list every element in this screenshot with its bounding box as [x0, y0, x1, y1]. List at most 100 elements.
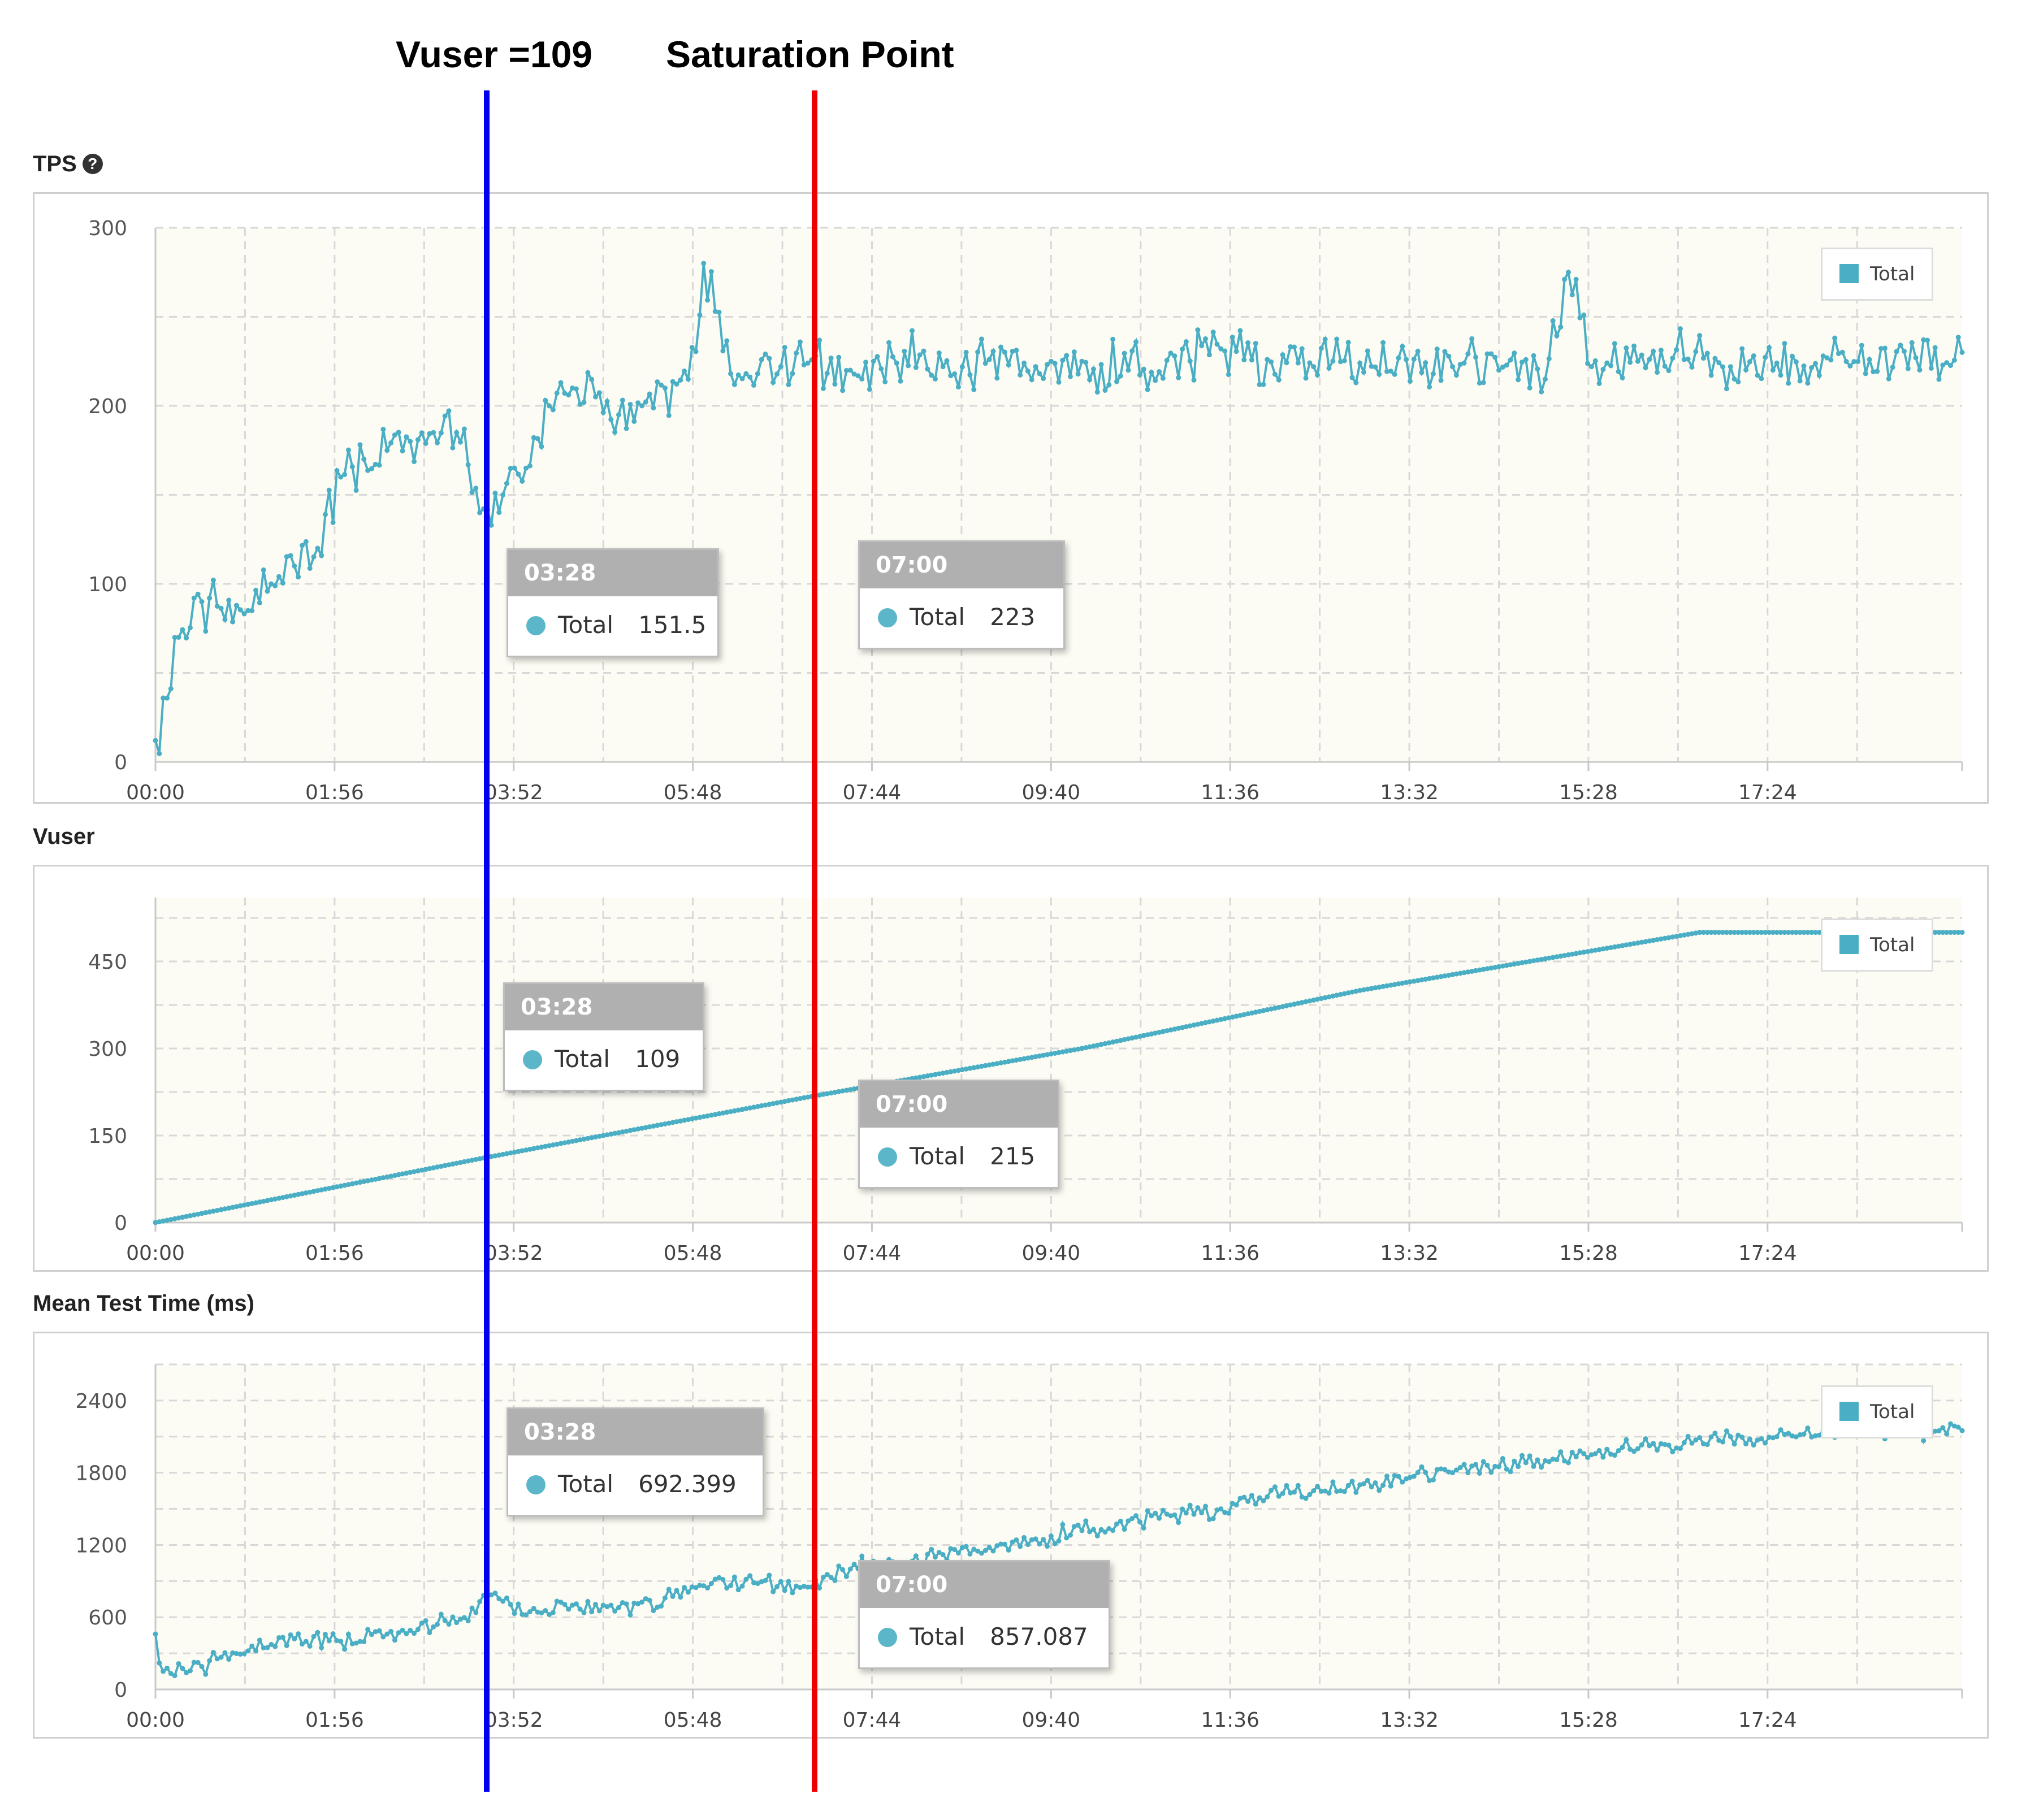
data-point: [712, 1112, 718, 1117]
data-point: [1230, 1014, 1235, 1020]
data-point: [1670, 356, 1676, 361]
data-point: [902, 348, 907, 354]
y-tick-label: 600: [88, 1606, 127, 1630]
data-point: [280, 580, 285, 586]
data-point: [790, 1097, 795, 1103]
data-point: [743, 1106, 749, 1111]
data-point: [412, 1631, 417, 1636]
data-point: [1457, 362, 1463, 367]
data-point: [747, 1573, 753, 1579]
data-point: [1330, 1479, 1336, 1485]
data-point: [1743, 1441, 1749, 1447]
y-tick-label: 450: [88, 951, 127, 974]
data-point: [1369, 1484, 1374, 1490]
data-point: [1461, 1462, 1467, 1467]
data-point: [531, 1146, 536, 1151]
data-point: [604, 1604, 610, 1610]
data-point: [1157, 369, 1162, 375]
data-point: [1330, 358, 1336, 364]
data-point: [1535, 1457, 1540, 1463]
data-point: [203, 1671, 209, 1677]
data-point: [1902, 348, 1907, 354]
data-point: [1878, 346, 1884, 352]
data-point: [1728, 364, 1733, 370]
data-point: [1778, 1427, 1783, 1433]
data-point: [1955, 930, 1961, 935]
data-point: [415, 437, 421, 443]
data-point: [1716, 360, 1722, 366]
data-point: [1569, 951, 1575, 957]
data-point: [207, 1209, 213, 1215]
data-point: [1168, 1513, 1174, 1519]
mtt-legend[interactable]: Total: [1821, 1385, 1934, 1438]
data-point: [1199, 1510, 1205, 1515]
data-point: [836, 1563, 842, 1569]
data-point: [161, 1669, 166, 1674]
data-point: [1265, 1494, 1270, 1500]
data-point: [218, 1654, 224, 1660]
data-point: [828, 1090, 834, 1096]
tooltip-body: Total 857.087: [860, 1608, 1109, 1667]
data-point: [801, 1583, 807, 1589]
data-point: [624, 426, 629, 431]
data-point: [1404, 980, 1409, 985]
data-point: [778, 1099, 783, 1105]
data-point: [1828, 357, 1834, 363]
data-point: [423, 440, 428, 446]
data-point: [191, 1659, 197, 1665]
data-point: [1261, 1008, 1266, 1013]
data-point: [971, 1546, 977, 1552]
data-point: [1655, 1448, 1660, 1453]
data-point: [1145, 1508, 1150, 1514]
data-point: [361, 457, 367, 462]
data-point: [697, 1583, 703, 1588]
data-point: [635, 1601, 641, 1606]
data-point: [1164, 1028, 1170, 1034]
question-circle-icon[interactable]: ?: [82, 154, 103, 174]
data-point: [473, 486, 479, 491]
data-point: [682, 1117, 687, 1123]
data-point: [867, 387, 872, 392]
data-point: [701, 1114, 707, 1120]
data-point: [1531, 353, 1536, 358]
data-point: [1361, 987, 1366, 993]
data-point: [1442, 973, 1448, 979]
data-point: [1118, 1518, 1123, 1524]
data-point: [1180, 1506, 1185, 1512]
data-point: [1265, 357, 1270, 362]
data-point: [1616, 943, 1621, 949]
data-point: [516, 1149, 521, 1154]
data-point: [724, 338, 730, 344]
data-point: [1786, 1431, 1791, 1436]
data-point: [1284, 1483, 1289, 1488]
data-point: [404, 1631, 409, 1636]
data-point: [701, 261, 707, 266]
data-point: [847, 1087, 853, 1093]
tps-legend[interactable]: Total: [1821, 248, 1934, 301]
data-point: [693, 349, 699, 354]
data-point: [1164, 1511, 1170, 1517]
data-point: [1724, 930, 1729, 935]
data-point: [836, 1089, 842, 1094]
data-point: [925, 366, 930, 372]
data-point: [1369, 986, 1374, 991]
data-point: [1898, 343, 1903, 348]
x-tick-label: 15:28: [1559, 781, 1618, 804]
data-point: [1512, 1458, 1517, 1464]
data-point: [1550, 955, 1556, 960]
tps-chart-panel: 0 100 200 300 00:00 01:56 03:52 05:48 07:44 09:40…: [33, 192, 1989, 804]
data-point: [1322, 995, 1328, 1000]
x-tick-label: 17:24: [1738, 1709, 1797, 1732]
data-point: [1751, 1442, 1756, 1448]
data-point: [697, 1115, 703, 1120]
data-point: [1384, 369, 1389, 374]
data-point: [1183, 339, 1189, 345]
tooltip-value: 151.5: [638, 611, 707, 639]
data-point: [457, 1617, 463, 1622]
data-point: [1411, 1474, 1417, 1479]
x-tick-label: 05:48: [664, 1709, 722, 1732]
data-point: [1307, 998, 1313, 1004]
vuser-legend[interactable]: Total: [1821, 918, 1934, 972]
data-point: [670, 1593, 676, 1599]
data-point: [589, 1609, 595, 1615]
